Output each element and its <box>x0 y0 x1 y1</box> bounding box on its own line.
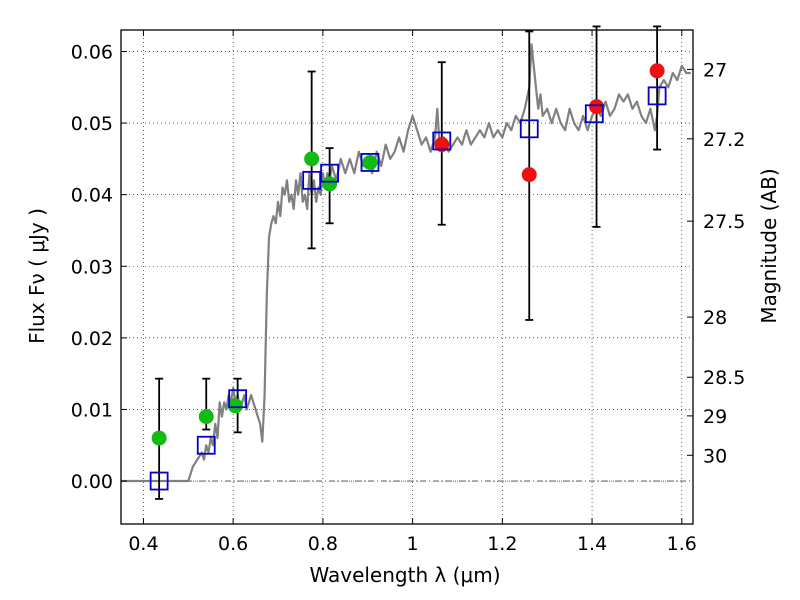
model-square <box>584 104 604 124</box>
observed-green-point <box>227 398 243 414</box>
y-tick-label: 0.03 <box>71 256 113 278</box>
observed-green-point <box>198 409 214 425</box>
y-axis-label: Flux Fν ( μJy ) <box>25 208 49 344</box>
axis-ticks: 0.4 0.6 0.8 1 1.2 1.4 1.6 0.00 0.01 0.02 0.03 0.04 0… <box>71 30 745 555</box>
mag-tick-label: 28.5 <box>703 367 745 389</box>
x-tick-label: 0.6 <box>218 533 248 555</box>
observed-green-point <box>362 154 378 170</box>
x-tick-label: 0.4 <box>128 533 158 555</box>
model-square <box>519 119 539 139</box>
model-square <box>149 471 169 491</box>
observed-green-point <box>151 430 167 446</box>
y-tick-label: 0.05 <box>71 113 113 135</box>
x-tick-label: 0.8 <box>308 533 338 555</box>
x-tick-label: 1 <box>407 533 419 555</box>
y-tick-label: 0.06 <box>71 41 113 63</box>
right-y-axis-label: Magnitude (AB) <box>757 168 781 323</box>
model-square <box>647 86 667 106</box>
observed-red-point <box>589 99 605 115</box>
model-square <box>320 163 340 183</box>
plot-frame <box>120 29 694 525</box>
model-square <box>228 389 248 409</box>
observed-green-point <box>304 151 320 167</box>
x-tick-label: 1.4 <box>577 533 607 555</box>
plot-area <box>121 25 691 500</box>
model-square <box>196 435 216 455</box>
model-square <box>302 170 322 190</box>
observed-green-point <box>322 176 338 192</box>
x-tick-label: 1.6 <box>667 533 697 555</box>
x-axis-label: Wavelength λ (μm) <box>309 563 500 587</box>
mag-tick-label: 28 <box>703 307 727 329</box>
observed-red-point <box>649 63 665 79</box>
observed-red-point <box>521 167 537 183</box>
y-tick-label: 0.04 <box>71 185 113 207</box>
mag-tick-label: 27.5 <box>703 211 745 233</box>
y-tick-label: 0.00 <box>71 471 113 493</box>
y-tick-label: 0.01 <box>71 399 113 421</box>
mag-tick-label: 30 <box>703 445 727 467</box>
model-square <box>432 131 452 151</box>
mag-tick-label: 27 <box>703 59 727 81</box>
x-tick-label: 1.2 <box>487 533 517 555</box>
mag-tick-label: 27.2 <box>703 129 745 151</box>
model-square <box>360 153 380 172</box>
observed-red-point <box>434 137 450 153</box>
y-tick-label: 0.02 <box>71 328 113 350</box>
mag-tick-label: 29 <box>703 406 727 428</box>
